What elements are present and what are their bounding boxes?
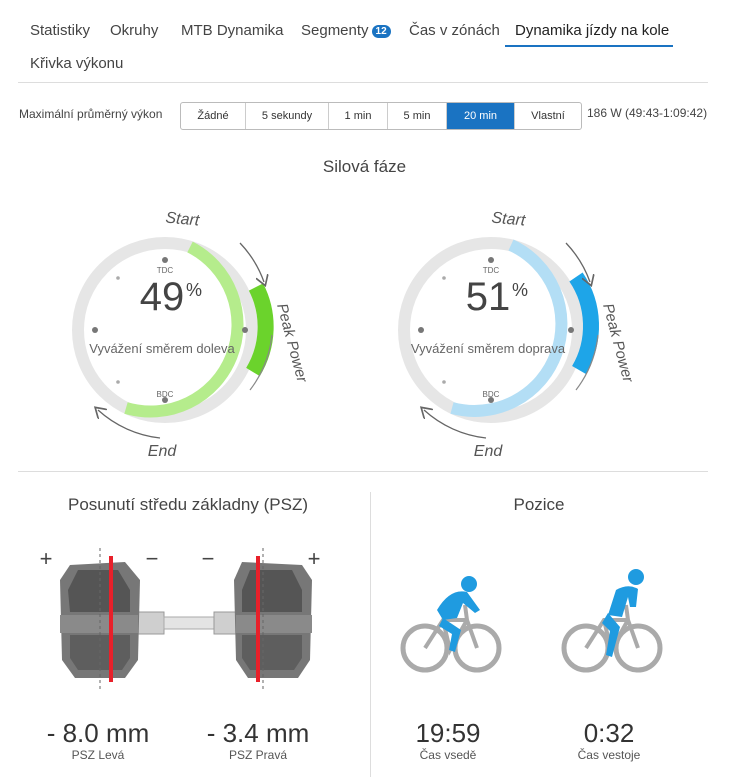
tab-mtb-dynamics[interactable]: MTB Dynamika (181, 22, 284, 39)
percent-unit: % (512, 280, 528, 300)
end-arrow-icon (98, 410, 161, 439)
section-divider (18, 471, 708, 472)
pco-left-value: - 8.0 mm (46, 718, 150, 748)
option-5-min[interactable]: 5 min (388, 103, 447, 129)
end-label: End (148, 443, 178, 460)
spindle-icon (137, 611, 241, 635)
end-arrow-icon (424, 410, 487, 439)
tab-bar: Statistiky Okruhy MTB Dynamika Segmenty 1… (18, 0, 708, 83)
active-tab-indicator (505, 45, 673, 47)
pedals-illustration: + − − + (40, 546, 321, 692)
start-label: Start (491, 210, 527, 230)
power-phase-title: Silová fáze (322, 157, 407, 176)
seated-time-label: Čas vsedě (419, 748, 477, 762)
tdc-label: TDC (157, 266, 174, 275)
tab-power-curve[interactable]: Křivka výkonu (30, 55, 124, 72)
power-duration-selector: Žádné 5 sekundy 1 min 5 min 20 min Vlast… (180, 102, 582, 130)
balance-left-caption: Vyvážení směrem doleva (89, 341, 235, 356)
right-pedal-icon (234, 562, 312, 678)
end-label: End (474, 443, 504, 460)
minus-left-icon: − (146, 546, 159, 571)
seated-cyclist-icon (400, 576, 502, 673)
position-title: Pozice (513, 495, 565, 514)
max-avg-power-label: Maximální průměrný výkon (19, 107, 163, 121)
tab-cycling-dynamics[interactable]: Dynamika jízdy na kole (515, 22, 670, 39)
plus-left-icon: + (40, 546, 53, 571)
percent-unit: % (186, 280, 202, 300)
tab-laps[interactable]: Okruhy (110, 22, 159, 39)
tab-statistics[interactable]: Statistiky (30, 22, 91, 39)
peak-bracket (575, 334, 599, 391)
bdc-label: BDC (157, 390, 174, 399)
seated-time-value: 19:59 (415, 718, 481, 748)
pco-right-value: - 3.4 mm (206, 718, 310, 748)
tab-segments-label: Segmenty (301, 22, 369, 39)
bdc-label: BDC (483, 390, 500, 399)
max-avg-power-value: 186 W (49:43-1:09:42) (587, 106, 708, 120)
balance-right-percent: 51 (466, 275, 511, 319)
peak-power-label: Peak Power (599, 302, 636, 385)
option-1-min[interactable]: 1 min (329, 103, 388, 129)
power-phase-arc (124, 241, 244, 418)
start-arrow-icon (565, 242, 590, 282)
pco-left-label: PSZ Levá (71, 748, 125, 762)
standing-time-label: Čas vestoje (577, 748, 641, 762)
dial-track (398, 237, 584, 423)
pco-title: Posunutí středu základny (PSZ) (67, 495, 308, 514)
peak-power-label: Peak Power (273, 302, 310, 385)
segments-count-badge: 12 (371, 25, 391, 38)
column-divider (370, 492, 371, 777)
balance-right-caption: Vyvážení směrem doprava (411, 341, 566, 356)
left-power-phase-dial: TDC BDC Start End Peak Power 49 % Vyváže… (72, 210, 310, 460)
peak-bracket (249, 334, 273, 391)
plus-right-icon: + (308, 546, 321, 571)
pco-right-label: PSZ Pravá (228, 748, 288, 762)
dial-track (72, 237, 258, 423)
peak-power-arc (569, 272, 600, 375)
start-label: Start (165, 210, 201, 230)
option-20-min[interactable]: 20 min (447, 103, 515, 129)
right-power-phase-dial: TDC BDC Start End Peak Power 51 % Vyváže… (398, 210, 636, 460)
standing-cyclist-icon (561, 569, 663, 673)
peak-power-arc (246, 283, 274, 377)
balance-left-percent: 49 (140, 275, 185, 319)
option-custom[interactable]: Vlastní (531, 110, 565, 122)
start-arrow-icon (239, 242, 264, 282)
tab-segments[interactable]: Segmenty 12 (301, 22, 391, 39)
power-phase-arc (450, 239, 568, 417)
tab-time-in-zones[interactable]: Čas v zónách (409, 22, 500, 39)
option-none[interactable]: Žádné (181, 103, 246, 129)
minus-right-icon: − (202, 546, 215, 571)
tdc-label: TDC (483, 266, 500, 275)
option-5-seconds[interactable]: 5 sekundy (246, 103, 329, 129)
standing-time-value: 0:32 (583, 718, 635, 748)
